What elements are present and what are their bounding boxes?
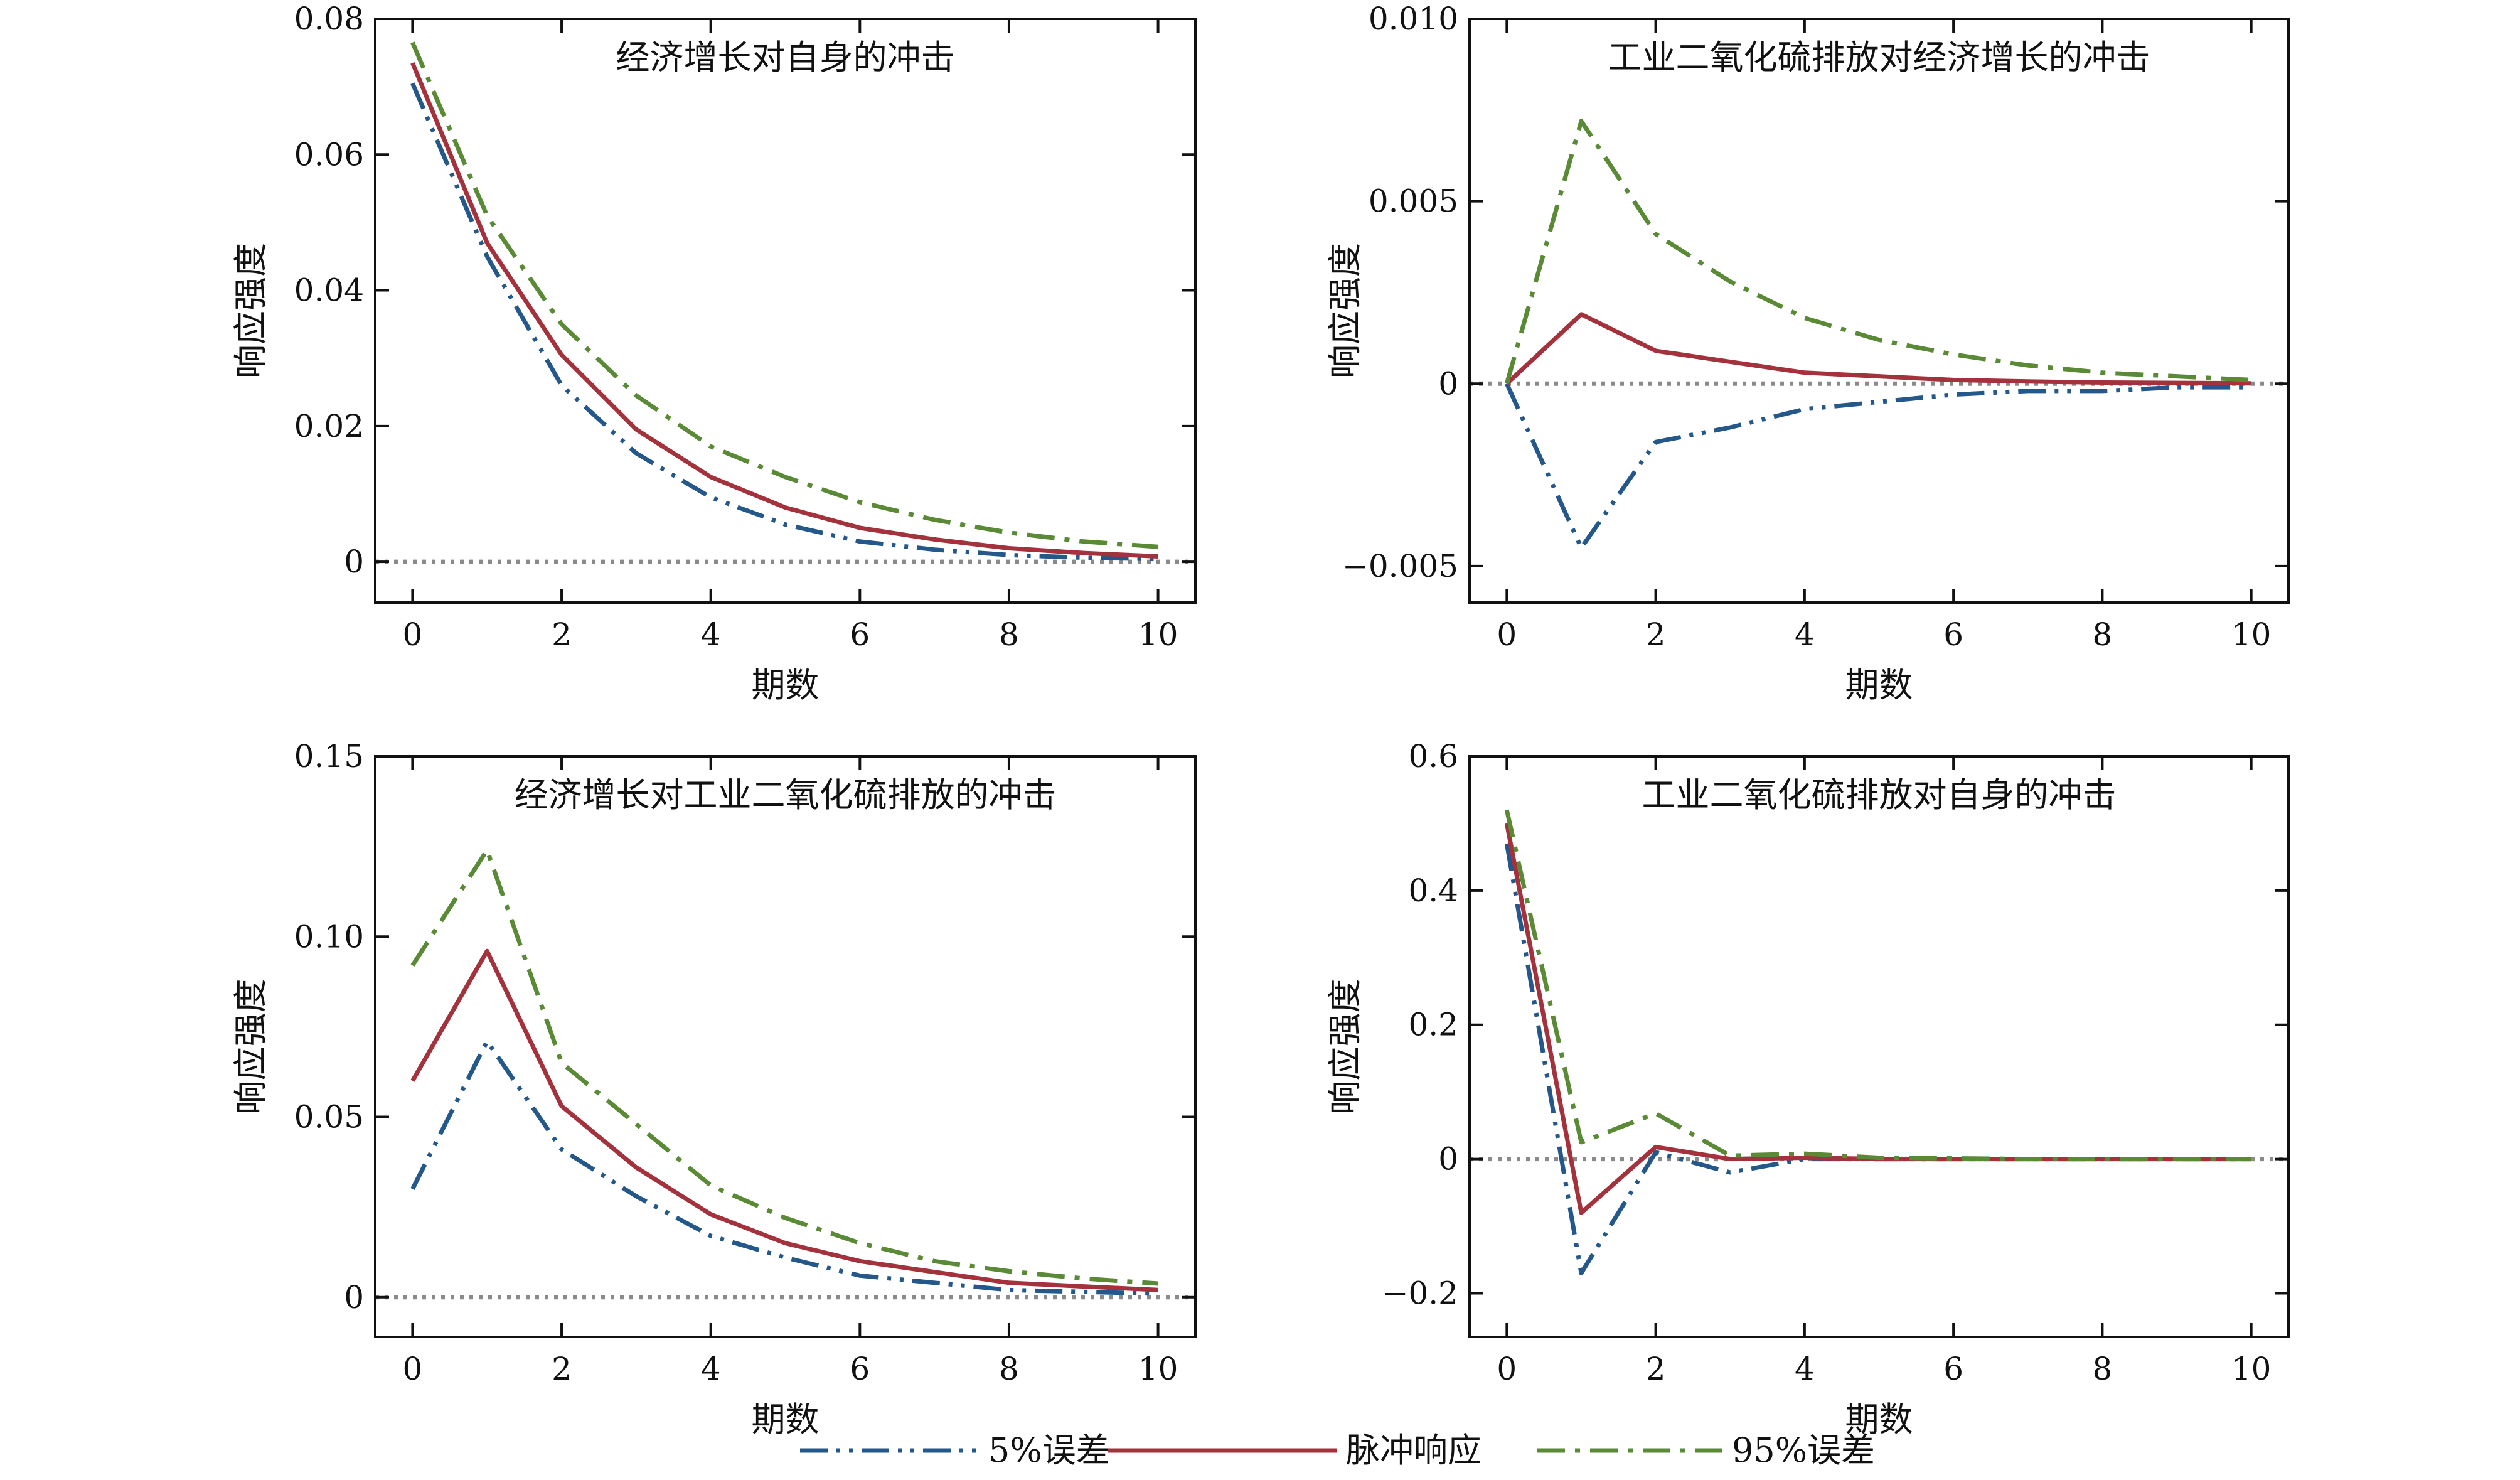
x-tick-label: 4 bbox=[701, 616, 721, 653]
x-tick-label: 4 bbox=[1795, 1351, 1815, 1387]
x-tick-label: 4 bbox=[1795, 616, 1815, 653]
x-tick-label: 4 bbox=[701, 1351, 721, 1387]
y-tick-label: −0.2 bbox=[1382, 1275, 1458, 1311]
x-tick-label: 6 bbox=[850, 1351, 870, 1387]
series-line-lower bbox=[1505, 382, 2251, 550]
legend-label-irf: 脉冲响应 bbox=[1346, 1430, 1482, 1470]
x-axis-label: 期数 bbox=[752, 665, 820, 705]
y-tick-label: 0 bbox=[1438, 1141, 1458, 1177]
x-tick-label: 2 bbox=[1646, 1351, 1666, 1387]
x-tick-label: 10 bbox=[2231, 1351, 2272, 1387]
plot-frame bbox=[1468, 755, 2290, 1338]
legend-label-upper: 95%误差 bbox=[1732, 1430, 1875, 1470]
y-axis-label: 响应强度 bbox=[231, 979, 270, 1115]
y-tick-label: 0.15 bbox=[294, 738, 364, 775]
y-tick-label: 0.2 bbox=[1408, 1007, 1458, 1043]
series-line-lower bbox=[1504, 843, 2251, 1275]
plot-frame bbox=[1468, 18, 2290, 604]
plot-frame bbox=[374, 18, 1197, 604]
chart-title: 经济增长对自身的冲击 bbox=[616, 38, 955, 77]
series-line-lower bbox=[410, 82, 1158, 562]
legend: 5%误差 脉冲响应 95%误差 bbox=[800, 1430, 1875, 1470]
series-line-irf bbox=[410, 948, 1158, 1292]
series-line-upper bbox=[1504, 809, 2251, 1162]
x-tick-label: 10 bbox=[1138, 1351, 1178, 1387]
y-tick-label: 0.10 bbox=[294, 918, 364, 955]
x-tick-label: 2 bbox=[552, 616, 572, 653]
y-tick-label: 0.05 bbox=[294, 1099, 364, 1135]
chart-title: 工业二氧化硫排放对自身的冲击 bbox=[1642, 775, 2117, 815]
y-tick-label: 0.4 bbox=[1408, 872, 1458, 909]
series-line-irf bbox=[1505, 312, 2251, 386]
x-tick-label: 0 bbox=[1497, 1351, 1517, 1387]
series-line-upper bbox=[1504, 119, 2251, 385]
chart-title: 经济增长对工业二氧化硫排放的冲击 bbox=[515, 775, 1057, 815]
x-tick-label: 8 bbox=[999, 616, 1019, 653]
y-axis-label: 响应强度 bbox=[1325, 243, 1365, 378]
y-axis-label: 响应强度 bbox=[231, 243, 270, 378]
y-axis-label: 响应强度 bbox=[1325, 979, 1365, 1115]
x-tick-label: 6 bbox=[850, 616, 870, 653]
x-tick-label: 10 bbox=[2231, 616, 2272, 653]
x-tick-label: 2 bbox=[1646, 616, 1666, 653]
y-tick-label: 0.02 bbox=[294, 408, 364, 444]
y-tick-label: 0 bbox=[344, 1279, 364, 1316]
x-tick-label: 0 bbox=[403, 1351, 423, 1387]
x-tick-label: 8 bbox=[2093, 616, 2113, 653]
x-tick-label: 10 bbox=[1138, 616, 1178, 653]
series-line-irf bbox=[1504, 823, 2251, 1215]
chart-panel-2: 0 2 4 6 8 10 −0.005 0 0.005 0.010 工业二氧化硫排放对经济增长的冲击… bbox=[1325, 1, 2290, 705]
chart-title: 工业二氧化硫排放对经济增长的冲击 bbox=[1608, 38, 2150, 77]
x-tick-label: 0 bbox=[403, 616, 423, 653]
series-line-irf bbox=[410, 62, 1158, 559]
x-axis-label: 期数 bbox=[1845, 1400, 1913, 1439]
y-tick-label: 0.08 bbox=[294, 1, 364, 37]
x-tick-label: 8 bbox=[999, 1351, 1019, 1387]
y-tick-label: 0.06 bbox=[294, 136, 364, 173]
x-tick-label: 2 bbox=[552, 1351, 572, 1387]
series-line-lower bbox=[410, 1039, 1158, 1296]
series-line-upper bbox=[410, 41, 1158, 549]
legend-label-lower: 5%误差 bbox=[988, 1430, 1110, 1470]
y-tick-label: 0 bbox=[1438, 365, 1458, 402]
series-line-upper bbox=[410, 847, 1158, 1286]
x-tick-label: 6 bbox=[1943, 616, 1963, 653]
x-axis-label: 期数 bbox=[1845, 665, 1913, 705]
y-tick-label: 0.6 bbox=[1408, 738, 1458, 775]
y-tick-label: 0.005 bbox=[1369, 183, 1458, 220]
x-tick-label: 0 bbox=[1497, 616, 1517, 653]
y-tick-label: 0.04 bbox=[294, 272, 364, 309]
x-axis-label: 期数 bbox=[752, 1400, 820, 1439]
y-tick-label: −0.005 bbox=[1342, 548, 1458, 584]
plot-frame bbox=[374, 755, 1197, 1338]
x-tick-label: 8 bbox=[2093, 1351, 2113, 1387]
y-tick-label: 0.010 bbox=[1369, 1, 1458, 37]
y-tick-label: 0 bbox=[344, 544, 364, 580]
x-tick-label: 6 bbox=[1943, 1351, 1963, 1387]
